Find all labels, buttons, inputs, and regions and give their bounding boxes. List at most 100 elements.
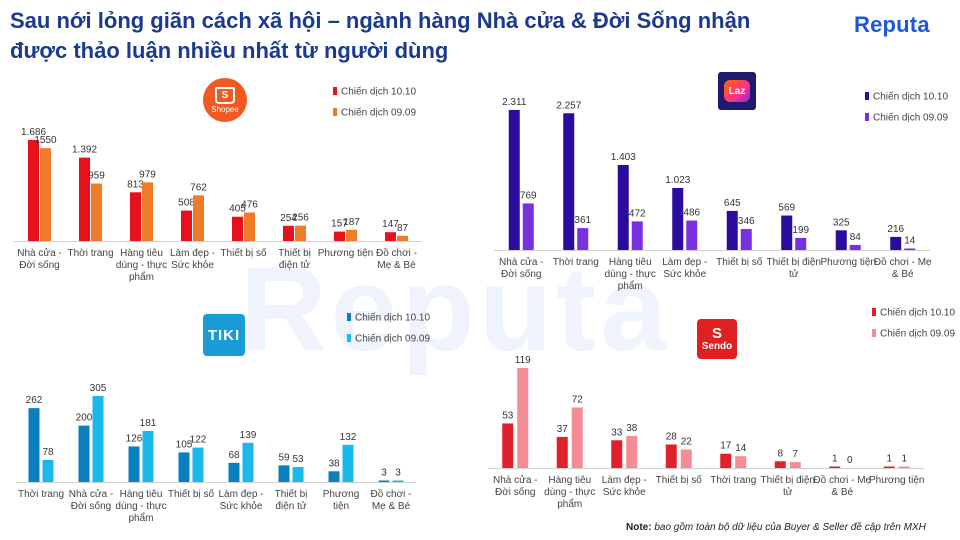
sendo-category-label: Nhà cửa -Đời sống	[493, 474, 538, 498]
tiki-legend-swatch	[347, 313, 351, 321]
tiki-data-label: 262	[26, 395, 43, 406]
shopee-category-label: Thiết bị điện tử	[278, 247, 311, 271]
tiki-category-label: Hàng tiêu dùng - thực phẩm	[115, 489, 166, 524]
sendo-data-label: 7	[792, 449, 798, 460]
sendo-category-label: Đồ chơi - Mẹ & Bé	[813, 474, 871, 498]
brand-logo: Reputa	[854, 12, 930, 38]
lazada-data-label: 199	[792, 225, 809, 236]
shopee-data-label: 1550	[34, 135, 57, 146]
tiki-data-label: 59	[278, 452, 290, 463]
tiki-data-label: 139	[240, 430, 257, 441]
shopee-data-label: 476	[241, 199, 258, 210]
tiki-data-label: 105	[176, 439, 193, 450]
lazada-bar	[686, 220, 698, 250]
lazada-bar	[631, 221, 643, 250]
sendo-bar	[665, 444, 677, 468]
sendo-category-label: Thời trang	[710, 475, 756, 486]
tiki-bar	[78, 425, 90, 482]
lazada-data-label: 14	[904, 236, 916, 247]
shopee-bar	[91, 183, 102, 241]
shopee-bar	[283, 225, 294, 241]
lazada-data-label: 2.311	[502, 97, 527, 108]
tiki-data-label: 126	[126, 433, 143, 444]
shopee-bar	[346, 229, 357, 241]
lazada-legend-swatch	[865, 92, 869, 100]
shopee-data-label: 405	[229, 204, 246, 215]
lazada-data-label: 361	[574, 215, 591, 226]
shopee-legend-label: Chiến dịch 10.10	[341, 86, 416, 98]
tiki-legend-swatch	[347, 334, 351, 342]
lazada-legend-swatch	[865, 113, 869, 121]
tiki-logo-text: TIKI	[207, 326, 241, 344]
lazada-logo-text: Laz	[728, 85, 746, 97]
shopee-category-label: Hàng tiêu dùng - thực phẩm	[116, 248, 167, 283]
sendo-data-label: 38	[626, 423, 638, 434]
lazada-bar	[890, 236, 902, 250]
shopee-bar	[193, 195, 204, 241]
note-label: Note:	[626, 522, 652, 533]
tiki-category-label: Thời trang	[18, 489, 64, 500]
tiki-data-label: 3	[381, 468, 387, 479]
sendo-data-label: 17	[720, 441, 732, 452]
shopee-data-label: 87	[397, 223, 409, 234]
shopee-legend-swatch	[333, 108, 337, 116]
sendo-bar	[680, 449, 692, 468]
shopee-data-label: 1.686	[21, 127, 46, 138]
tiki-category-label: Thiết bị điện tử	[275, 488, 308, 512]
tiki-data-label: 3	[395, 468, 401, 479]
sendo-category-label: Thiết bị điện tử	[761, 474, 815, 498]
lazada-legend-label: Chiến dịch 10.10	[873, 91, 948, 103]
shopee-data-label: 508	[178, 198, 195, 209]
tiki-bar	[328, 471, 340, 482]
shopee-data-label: 157	[331, 219, 348, 230]
lazada-data-label: 472	[629, 208, 646, 219]
sendo-data-label: 28	[666, 431, 678, 442]
shopee-data-label: 813	[127, 179, 144, 190]
tiki-chart: 262 78 Thời trang 200 305 Nhà cửa -Đời sống 12…	[0, 306, 470, 532]
lazada-category-label: Nhà cửa -Đời sống	[499, 256, 544, 280]
tiki-data-label: 38	[328, 458, 340, 469]
shopee-category-label: Nhà cửa -Đời sống	[17, 247, 62, 271]
lazada-logo: Laz	[718, 72, 756, 110]
shopee-bar	[232, 216, 243, 241]
shopee-bar	[130, 192, 141, 241]
tiki-category-label: Làm đẹp -Sức khỏe	[218, 489, 263, 512]
tiki-bar	[292, 467, 304, 482]
tiki-legend-label: Chiến dịch 09.09	[355, 333, 430, 345]
sendo-bar	[883, 466, 895, 468]
lazada-category-label: Thời trang	[553, 257, 599, 268]
shopee-bar	[28, 140, 39, 241]
sendo-bar	[556, 436, 568, 468]
lazada-data-label: 216	[887, 224, 904, 235]
lazada-category-label: Phương tiện	[820, 257, 876, 268]
brand-name: Reputa	[854, 12, 930, 37]
lazada-bar	[617, 165, 629, 250]
sendo-legend-label: Chiến dịch 10.10	[880, 307, 955, 319]
lazada-bar	[740, 229, 752, 250]
shopee-data-label: 762	[190, 182, 207, 193]
lazada-category-label: Thiết bị số	[716, 256, 763, 268]
sendo-chart-svg: 53 119 Nhà cửa -Đời sống 37 72 Hàng tiêu dùng …	[488, 307, 955, 510]
sendo-data-label: 1	[832, 454, 838, 465]
tiki-bar	[42, 460, 54, 482]
tiki-bar	[142, 430, 154, 482]
tiki-category-label: Nhà cửa -Đời sống	[69, 488, 114, 512]
sendo-data-label: 1	[886, 454, 892, 465]
sendo-bar	[517, 368, 529, 468]
sendo-bar	[502, 423, 514, 468]
lazada-data-label: 569	[778, 203, 795, 214]
lazada-category-label: Làm đẹp -Sức khỏe	[662, 257, 707, 280]
shopee-data-label: 1.392	[72, 145, 97, 156]
sendo-category-label: Làm đẹp -Sức khỏe	[602, 475, 647, 498]
sendo-bar	[898, 466, 910, 468]
tiki-bar	[342, 444, 354, 482]
shopee-category-label: Phương tiện	[318, 248, 374, 259]
sendo-legend-swatch	[872, 308, 876, 316]
shopee-bar	[397, 235, 408, 241]
sendo-bar	[789, 462, 801, 468]
shopee-category-label: Làm đẹp -Sức khỏe	[170, 248, 215, 271]
lazada-bar	[577, 228, 589, 250]
lazada-data-label: 346	[738, 216, 755, 227]
shopee-logo: S Shopee	[203, 78, 247, 122]
sendo-data-label: 1	[901, 454, 907, 465]
